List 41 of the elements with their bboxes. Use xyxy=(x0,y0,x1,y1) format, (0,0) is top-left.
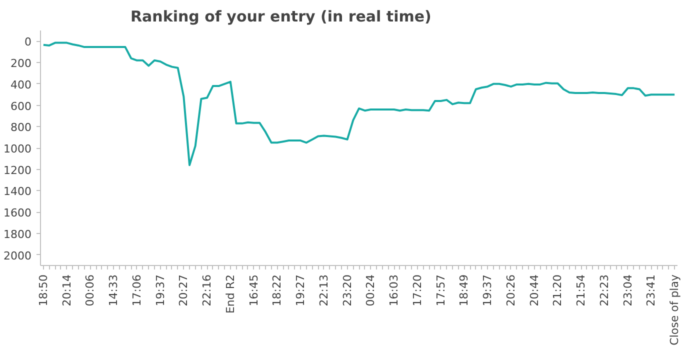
x-tick-label: 20:26 xyxy=(504,274,518,306)
chart-title: Ranking of your entry (in real time) xyxy=(130,8,432,26)
x-tick-label: 19:37 xyxy=(154,274,167,306)
x-tick-label: 18:22 xyxy=(270,274,284,306)
x-tick-label: End R2 xyxy=(224,274,237,314)
y-tick-label: 1600 xyxy=(4,206,32,220)
x-tick-label: Close of play xyxy=(668,274,682,346)
y-tick-label: 2000 xyxy=(4,249,32,262)
x-tick-label: 20:14 xyxy=(60,274,74,306)
y-tick-label: 1000 xyxy=(4,142,32,156)
x-tick-label: 16:03 xyxy=(388,274,401,306)
y-tick-label: 800 xyxy=(10,121,32,134)
y-tick-label: 1400 xyxy=(4,185,32,198)
x-tick-label: 23:41 xyxy=(644,274,658,306)
y-tick-label: 400 xyxy=(10,78,32,92)
x-tick-label: 20:27 xyxy=(177,274,190,306)
x-tick-label: 20:44 xyxy=(528,274,541,306)
y-tick-label: 200 xyxy=(10,57,32,70)
x-tick-label: 22:23 xyxy=(598,274,611,306)
x-tick-label: 23:20 xyxy=(340,274,354,306)
x-tick-label: 17:06 xyxy=(130,274,144,306)
x-tick-label: 23:04 xyxy=(621,274,634,306)
x-tick-label: 17:57 xyxy=(434,274,448,306)
y-tick-label: 600 xyxy=(10,100,32,113)
x-tick-label: 00:06 xyxy=(84,274,97,306)
x-tick-label: 22:13 xyxy=(317,274,330,306)
x-tick-label: 21:54 xyxy=(574,274,588,306)
x-tick-label: 17:20 xyxy=(410,274,424,306)
x-tick-label: 16:45 xyxy=(247,274,260,306)
x-tick-label: 18:50 xyxy=(36,274,50,306)
x-tick-label: 22:16 xyxy=(200,274,214,306)
x-tick-label: 18:49 xyxy=(458,274,471,306)
y-tick-label: 1200 xyxy=(4,164,32,177)
x-tick-label: 21:20 xyxy=(551,274,564,306)
x-tick-label: 19:37 xyxy=(481,274,494,306)
line-series xyxy=(42,42,676,166)
x-tick-label: 14:33 xyxy=(107,274,120,306)
y-tick-label: 1800 xyxy=(4,228,32,241)
y-tick-label: 0 xyxy=(24,36,32,49)
x-tick-label: 19:27 xyxy=(294,274,308,306)
x-tick-label: 00:24 xyxy=(364,274,378,306)
